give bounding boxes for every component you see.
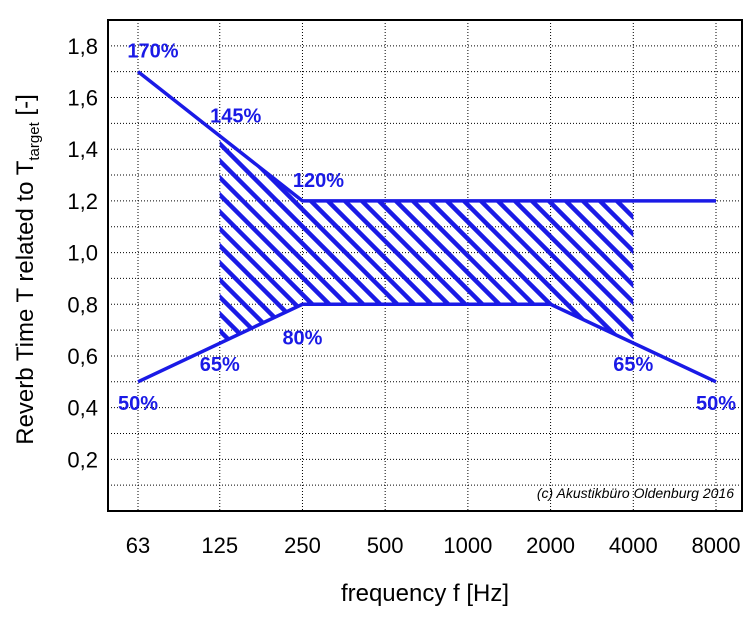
hatch-line	[227, 136, 634, 344]
percentage-annotation: 145%	[210, 105, 261, 127]
plot-frame	[107, 19, 743, 512]
y-tick-label: 0,6	[67, 344, 98, 369]
hatch-line	[219, 136, 634, 344]
x-tick-label: 8000	[692, 533, 741, 558]
hatch-line	[219, 136, 634, 344]
x-tick-label: 63	[126, 533, 150, 558]
percentage-annotation: 120%	[293, 170, 344, 192]
hatch-line	[278, 136, 634, 344]
annotations: 170% 145% 120% 80% 65% 65% 50% 50%	[118, 41, 736, 415]
hatch-line	[219, 136, 525, 344]
y-axis-label-subscript: target	[26, 121, 43, 160]
y-tick-label: 1,4	[67, 137, 98, 162]
y-tick-label: 0,4	[67, 396, 98, 421]
hatch-line	[219, 136, 542, 344]
percentage-annotation: 65%	[200, 354, 240, 376]
hatch-line	[219, 136, 576, 344]
x-tick-label: 2000	[526, 533, 575, 558]
y-tick-label: 0,2	[67, 447, 98, 472]
hatch-line	[219, 136, 634, 344]
hatch-line	[219, 136, 627, 344]
y-axis-label: Reverb Time T related to Ttarget [-]	[12, 94, 43, 445]
y-tick-label: 0,8	[67, 292, 98, 317]
x-tick-label: 250	[284, 533, 321, 558]
hatch-line	[219, 136, 634, 344]
series-lines	[136, 70, 717, 384]
x-axis-label: frequency f [Hz]	[341, 580, 509, 607]
percentage-annotation: 170%	[127, 41, 178, 63]
hatch-line	[219, 136, 634, 344]
x-tick-label: 500	[367, 533, 404, 558]
x-tick-label: 125	[201, 533, 238, 558]
hatch-line	[219, 136, 634, 344]
hatch-line	[329, 136, 634, 344]
y-tick-label: 1,8	[67, 34, 98, 59]
y-tick-label: 1,0	[67, 241, 98, 266]
hatch-line	[261, 136, 634, 344]
percentage-annotation: 50%	[118, 393, 158, 415]
y-axis-label-suffix: [-]	[12, 94, 39, 122]
y-tick-label: 1,6	[67, 86, 98, 111]
hatch-line	[219, 136, 634, 344]
hatch-line	[219, 136, 634, 344]
copyright-note: (c) Akustikbüro Oldenburg 2016	[537, 485, 734, 501]
series-line-2	[137, 302, 717, 384]
hatch-line	[312, 136, 634, 344]
hatch-line	[219, 136, 593, 344]
series-line-1	[136, 70, 716, 203]
hatch-line	[219, 136, 634, 344]
hatch-line	[295, 136, 634, 344]
y-tick-labels: 0,2 0,4 0,6 0,8 1,0 1,2 1,4 1,6 1,8	[67, 34, 98, 472]
grid	[108, 20, 742, 511]
x-tick-label: 1000	[443, 533, 492, 558]
hatch-line	[244, 136, 634, 344]
y-tick-label: 1,2	[67, 189, 98, 214]
x-tick-labels: 63 125 250 500 1000 2000 4000 8000	[126, 533, 741, 558]
percentage-annotation: 80%	[282, 327, 322, 349]
hatch-line	[219, 136, 634, 344]
hatch-line	[219, 136, 634, 344]
percentage-annotation: 50%	[696, 393, 736, 415]
percentage-annotation: 65%	[613, 354, 653, 376]
x-tick-label: 4000	[609, 533, 658, 558]
hatched-tolerance-region	[219, 136, 634, 344]
hatch-line	[219, 136, 559, 344]
y-axis-label-main: Reverb Time T related to T	[12, 160, 39, 444]
hatch-line	[219, 136, 610, 344]
